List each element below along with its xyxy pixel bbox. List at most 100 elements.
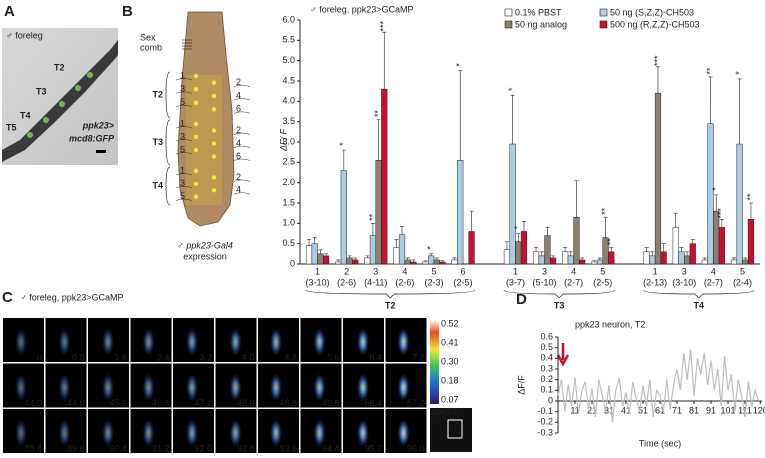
x-tick-label: 1 [315, 266, 320, 276]
error-bar [655, 66, 660, 94]
scale-bar [96, 150, 106, 153]
signal-blob [397, 373, 410, 402]
sensillum [193, 100, 199, 105]
signal-blob [357, 328, 369, 356]
x-tick-label: 5 [431, 266, 436, 276]
signal-blob [58, 373, 71, 402]
error-bar [324, 253, 329, 256]
y-tick-label: 0.1 [540, 385, 553, 395]
x-tick-label: 6 [461, 266, 466, 276]
signal-blob [397, 328, 410, 356]
time-label: 4.8 [284, 352, 297, 362]
x-tick-label: 1 [513, 266, 518, 276]
significance-mark: ** [373, 110, 383, 118]
sex-comb-label: comb [140, 42, 162, 52]
error-bar [603, 216, 608, 238]
caption: ♂ ppk23-Gal4 [177, 240, 233, 250]
error-bar [685, 251, 690, 256]
x-tick-sublabel: (3-10) [672, 277, 696, 287]
x-axis-label: Time (sec) [639, 438, 681, 448]
x-tick-label: 3 [542, 266, 547, 276]
sensillum-label: 4 [236, 185, 241, 195]
error-bar [551, 255, 556, 258]
sensillum [193, 181, 199, 186]
sensillum [211, 141, 217, 146]
inset-box [447, 419, 463, 439]
significance-mark: ** [606, 238, 616, 246]
bar [608, 251, 615, 265]
signal-blob [270, 419, 282, 447]
time-label: 0.8 [72, 352, 85, 362]
group-bracket [305, 289, 475, 299]
time-label: 94.4 [322, 443, 340, 453]
bar [457, 160, 464, 265]
comb-teeth [182, 39, 192, 50]
significance-mark: * [734, 71, 744, 75]
time-label: 47.2 [194, 398, 212, 408]
bar [369, 235, 377, 265]
error-bar [318, 249, 323, 254]
bar [317, 253, 324, 265]
signal-blob [102, 328, 114, 356]
segment-line [175, 198, 193, 201]
bar [567, 255, 574, 265]
signal-blob [58, 419, 71, 447]
sensillum-label: 6 [236, 104, 241, 114]
y-axis-label: ΔF/F [516, 375, 526, 395]
error-bar [469, 210, 474, 232]
segment-label: T2 [54, 62, 65, 72]
bar [422, 261, 429, 265]
error-bar [458, 70, 463, 161]
x-tick-sublabel: (2-3) [424, 277, 443, 287]
time-label: 46.4 [152, 398, 170, 408]
colorbar-label: 0.52 [441, 318, 459, 328]
y-tick-label: 3.0 [282, 136, 295, 146]
segment-line [233, 98, 251, 101]
time-label: 7.2 [412, 352, 425, 362]
time-label: 1.6 [114, 352, 127, 362]
error-bar [353, 257, 358, 260]
bar [451, 259, 458, 265]
error-bar [534, 247, 539, 252]
panel-letter: A [4, 3, 15, 20]
x-tick-label: 41 [621, 405, 631, 415]
x-tick-label: 120 [753, 405, 765, 415]
segment-line [233, 84, 251, 87]
y-axis-label: ΔF/ F [278, 128, 288, 152]
bar [410, 261, 417, 265]
time-label: 92.8 [237, 443, 255, 453]
y-tick-label: 4.0 [282, 96, 295, 106]
sensillum-label: 5 [180, 97, 185, 107]
time-label: 48.0 [237, 398, 255, 408]
group-bracket [643, 289, 755, 299]
bar [340, 170, 347, 265]
y-tick-label: -0.2 [537, 417, 553, 427]
y-tick-label: 2.0 [282, 177, 295, 187]
colorbar-label: 0.41 [441, 337, 459, 347]
significance-mark: ** [705, 67, 715, 75]
error-bar [679, 247, 684, 252]
error-bar [719, 218, 724, 228]
x-tick-sublabel: (2-5) [593, 277, 612, 287]
x-tick-label: 5 [740, 266, 745, 276]
sensillum-label: 5 [180, 144, 185, 154]
error-bar [650, 251, 655, 256]
time-label: 48.8 [279, 398, 297, 408]
sensillum [211, 128, 217, 133]
bar [707, 123, 714, 265]
signal-blob [313, 328, 326, 356]
bar [701, 259, 708, 265]
x-tick-sublabel: (2-4) [733, 277, 752, 287]
error-bar [382, 31, 387, 90]
error-bar [411, 259, 416, 262]
y-tick-label: 0.2 [540, 374, 553, 384]
error-bar [307, 239, 312, 246]
chart-title: ppk23 neuron, T2 [575, 319, 645, 329]
error-bar [580, 257, 585, 260]
error-bar [563, 247, 568, 252]
segment-line [233, 111, 251, 114]
bar [747, 219, 755, 265]
significance-mark: * [711, 187, 721, 191]
segment-line [175, 186, 193, 189]
error-bar [510, 94, 515, 145]
